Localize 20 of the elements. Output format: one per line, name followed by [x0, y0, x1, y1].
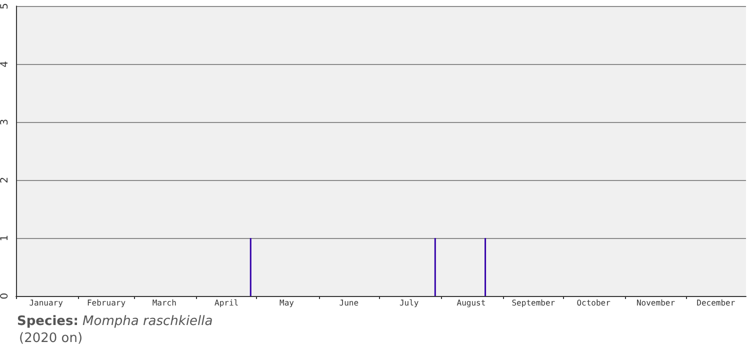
y-tick-label: 4 [0, 60, 10, 68]
x-tick-label: March [152, 298, 177, 308]
y-tick-label: 5 [0, 2, 10, 10]
x-tick-label: July [399, 298, 419, 308]
x-tick-label: April [214, 298, 239, 308]
text: (2020 on) [19, 331, 83, 346]
x-tick-label: November [636, 298, 676, 308]
y-tick-label: 0 [0, 292, 10, 300]
x-tick-label: February [86, 298, 126, 308]
y-tick-label: 2 [0, 176, 10, 184]
x-tick-label: September [512, 298, 556, 308]
x-tick-label: January [29, 298, 64, 308]
text: Species: Mompha raschkiella [17, 314, 213, 329]
x-tick-label: December [696, 298, 736, 308]
x-tick-label: June [339, 298, 359, 308]
y-tick-label: 1 [0, 234, 10, 242]
x-tick-label: August [456, 298, 486, 308]
y-tick-label: 3 [0, 118, 10, 126]
x-tick-label: October [576, 298, 611, 308]
x-tick-label: May [280, 298, 294, 308]
